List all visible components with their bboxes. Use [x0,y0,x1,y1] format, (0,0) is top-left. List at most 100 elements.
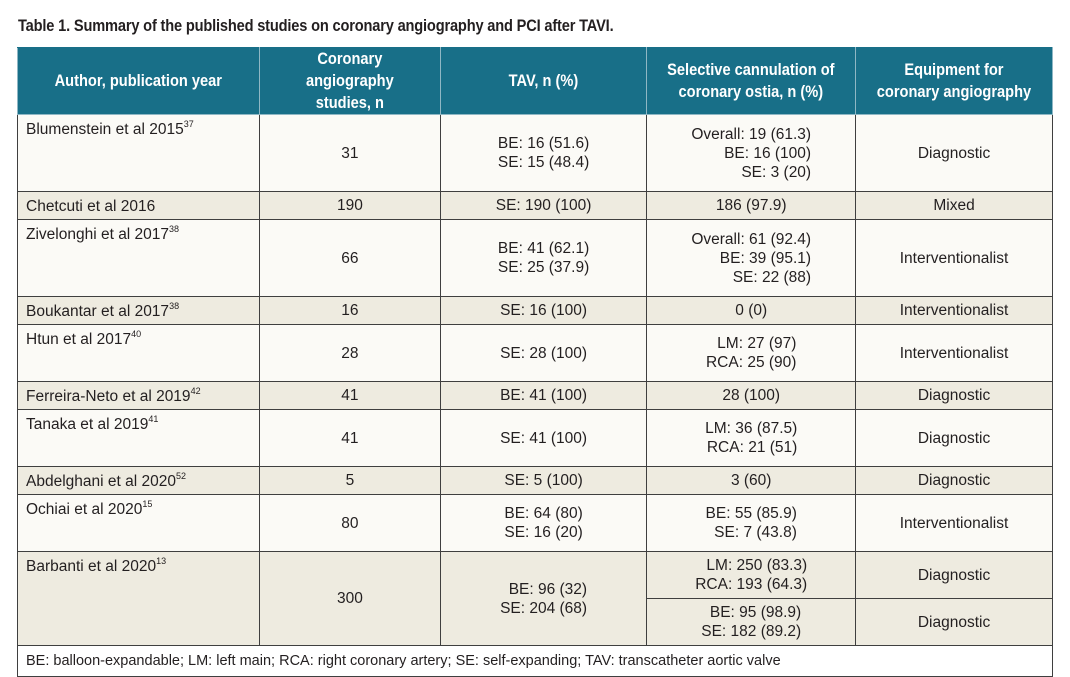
cannulation-cell: 3 (60) [646,466,857,495]
table-row: Ochiai et al 202015 80 BE: 64 (80) SE: 16 (… [16,494,1053,552]
tav: BE: 41 (62.1) SE: 25 (37.9) [498,239,589,277]
tav-cell: BE: 64 (80) SE: 16 (20) [439,494,648,552]
table-row: Tanaka et al 201941 41 SE: 41 (100) LM: 36 … [16,409,1053,467]
cannulation-line: SE: 182 (89.2) [701,623,802,640]
author-name: Barbanti et al 2020 [26,558,157,575]
table-row: Ferreira-Neto et al 201942 41 BE: 41 (100)… [16,381,1053,410]
tav-cell: SE: 41 (100) [439,409,648,467]
author-cell: Blumenstein et al 201537 [16,114,261,192]
tav-line: BE: 16 (51.6) [497,135,590,152]
equipment-cell: Interventionalist [855,219,1053,297]
equipment-cell: Interventionalist [855,494,1053,552]
tav-line: BE: 41 (62.1) [497,240,590,257]
author-cell: Chetcuti et al 2016 [16,191,261,220]
author-name: Boukantar et al 2017 [26,303,170,320]
cannulation-line: 28 (100) [722,387,781,404]
reference-number: 52 [175,470,186,481]
table-row: Htun et al 201740 28 SE: 28 (100) LM: 27 (9… [16,324,1053,382]
studies-cell: 300 [259,551,441,646]
equipment-cell: Diagnostic [855,114,1053,192]
studies-cell: 80 [259,494,441,552]
author-name: Htun et al 2017 [26,331,132,348]
equipment-cell: Diagnostic [855,551,1053,599]
tav-cell: BE: 16 (51.6) SE: 15 (48.4) [439,114,648,192]
tav: SE: 5 (100) [504,471,582,490]
cannulation-line: SE: 3 (20) [741,163,812,181]
equipment-cell: Interventionalist [855,324,1053,382]
tav-line: SE: 25 (37.9) [497,259,590,276]
cannulation: LM: 250 (83.3) RCA: 193 (64.3) [695,556,807,594]
table-row: Chetcuti et al 2016 190 SE: 190 (100) 186 (… [16,191,1053,220]
tav-cell: BE: 41 (100) [439,381,648,410]
author-cell: Htun et al 201740 [16,324,261,382]
tav: SE: 190 (100) [496,196,592,215]
cannulation-line: Overall: 19 (61.3) [691,125,812,143]
author-name: Ferreira-Neto et al 2019 [26,388,191,405]
tav-line: SE: 28 (100) [500,344,588,362]
tav-line: SE: 15 (48.4) [497,154,590,171]
tav-line: SE: 5 (100) [504,472,583,489]
tav: BE: 64 (80) SE: 16 (20) [504,504,582,542]
header-cannulation: Selective cannulation of coronary ostia,… [646,47,857,115]
tav: BE: 41 (100) [500,386,587,405]
cannulation-line: LM: 250 (83.3) [706,557,808,574]
cannulation-cell: 28 (100) [646,381,857,410]
cannulation: 0 (0) [735,301,767,320]
author-cell: Barbanti et al 202013 [16,551,261,646]
author-cell: Tanaka et al 201941 [16,409,261,467]
author-cell: Ferreira-Neto et al 201942 [16,381,261,410]
studies-cell: 16 [259,296,441,325]
cannulation: BE: 55 (85.9) SE: 7 (43.8) [706,504,797,542]
cannulation: 186 (97.9) [716,196,787,215]
author-cell: Ochiai et al 202015 [16,494,261,552]
table-row: Blumenstein et al 201537 31 BE: 16 (51.6) S… [16,114,1053,192]
author-name: Chetcuti et al 2016 [26,198,156,215]
cannulation-line: BE: 95 (98.9) [709,604,802,621]
reference-number: 41 [148,413,159,424]
studies-cell: 31 [259,114,441,192]
tav-line: SE: 41 (100) [500,429,588,447]
cannulation-line: RCA: 193 (64.3) [695,576,808,593]
tav-cell: SE: 5 (100) [439,466,648,495]
author-name: Zivelonghi et al 2017 [26,226,170,243]
tav-cell: BE: 96 (32) SE: 204 (68) [439,551,648,646]
author-name: Tanaka et al 2019 [26,416,149,433]
cannulation-cell: 186 (97.9) [646,191,857,220]
tav-line: SE: 16 (20) [504,524,583,541]
tav: BE: 16 (51.6) SE: 15 (48.4) [498,134,589,172]
reference-number: 42 [190,385,201,396]
author-cell: Abdelghani et al 202052 [16,466,261,495]
cannulation-cell: LM: 250 (83.3) RCA: 193 (64.3) [646,551,857,599]
cannulation: LM: 36 (87.5) RCA: 21 (51) [705,419,797,457]
cannulation-line: SE: 7 (43.8) [714,524,797,541]
studies-cell: 28 [259,324,441,382]
cannulation-cell: Overall: 61 (92.4) BE: 39 (95.1) SE: 22 (8… [646,219,857,297]
tav-line: SE: 16 (100) [500,302,588,319]
cannulation-line: BE: 16 (100) [724,144,812,162]
cannulation-cell: LM: 36 (87.5) RCA: 21 (51) [646,409,857,467]
table-row: Boukantar et al 201738 16 SE: 16 (100) 0 (0… [16,296,1053,325]
cannulation: 28 (100) [722,386,780,405]
cannulation: Overall: 61 (92.4) BE: 39 (95.1) SE: 22 (8… [691,230,811,287]
tav-line: BE: 41 (100) [500,387,588,404]
equipment-cell: Diagnostic [855,381,1053,410]
reference-number: 38 [169,300,180,311]
cannulation-line: RCA: 25 (90) [705,354,797,371]
equipment-cell: Diagnostic [855,598,1053,646]
author-name: Abdelghani et al 2020 [26,473,176,490]
author-name: Ochiai et al 2020 [26,501,143,518]
reference-number: 38 [169,223,180,234]
cannulation-cell: Overall: 19 (61.3) BE: 16 (100) SE: 3 (20) [646,114,857,192]
table-row: Barbanti et al 202013 300 BE: 96 (32) SE: 2… [16,551,1053,646]
header-tav: TAV, n (%) [439,47,648,115]
cannulation-line: Overall: 61 (92.4) [691,230,812,248]
header-row: Author, publication year Coronary angiog… [16,47,1053,115]
tav-line: SE: 190 (100) [495,197,592,214]
header-author: Author, publication year [16,47,261,115]
studies-cell: 41 [259,381,441,410]
cannulation: Overall: 19 (61.3) BE: 16 (100) SE: 3 (20) [691,125,811,182]
tav-line: BE: 96 (32) [508,580,588,598]
tav-line: SE: 204 (68) [500,599,588,617]
header-studies: Coronary angiography studies, n [259,47,441,115]
tav-cell: SE: 16 (100) [439,296,648,325]
